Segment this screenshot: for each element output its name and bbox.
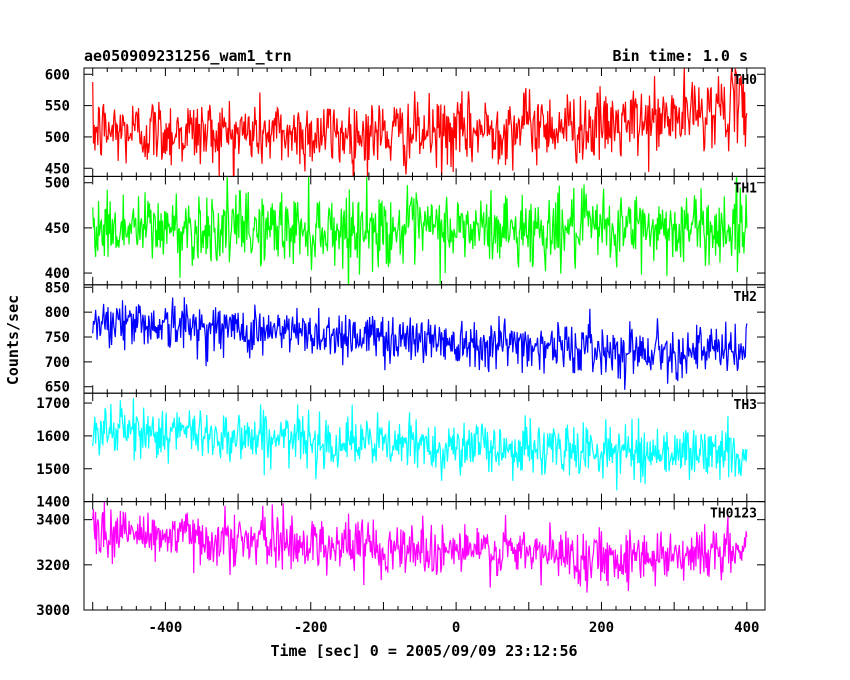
y-tick-label: 1400 (36, 495, 70, 511)
panel-th0: 450 500 550 600 TH0 (45, 67, 766, 177)
series-line-th0 (92, 68, 748, 177)
y-tick-label: 3000 (36, 603, 70, 619)
series-line-th0123 (92, 501, 748, 593)
y-tick-label: 450 (45, 161, 70, 177)
series-line-th2 (92, 297, 748, 390)
y-tick-label: 600 (45, 67, 70, 83)
y-tick-label: 3200 (36, 558, 70, 574)
panel-label-th1: TH1 (734, 181, 758, 196)
panel-th2: 650 700 750 800 850 TH2 (45, 280, 766, 396)
bin-time-label: Bin time: 1.0 s (613, 47, 748, 65)
y-tick-label: 500 (45, 176, 70, 192)
y-tick-label: 750 (45, 330, 70, 346)
y-tick-label: 650 (45, 380, 70, 396)
x-axis-label: Time [sec] 0 = 2005/09/09 23:12:56 (270, 642, 577, 660)
panel-label-th0: TH0 (734, 73, 758, 88)
panel-label-th0123: TH0123 (710, 507, 757, 522)
panel-th1: 400 450 500 TH1 (45, 176, 766, 286)
panel-th3: 1400 1500 1600 1700 TH3 (36, 392, 766, 511)
y-tick-label: 850 (45, 280, 70, 296)
x-tick-label: -400 (149, 620, 183, 636)
y-tick-label: 1500 (36, 462, 70, 478)
x-tick-label: 200 (589, 620, 614, 636)
x-tick-label: 400 (734, 620, 759, 636)
figure-title: ae050909231256_wam1_trn (84, 47, 292, 65)
panel-label-th3: TH3 (734, 398, 757, 413)
y-tick-label: 1600 (36, 429, 70, 445)
y-axis-label: Counts/sec (4, 295, 22, 385)
y-tick-label: 500 (45, 130, 70, 146)
y-tick-label: 550 (45, 99, 70, 115)
panel-label-th2: TH2 (734, 290, 757, 305)
y-tick-label: 700 (45, 355, 70, 371)
x-tick-label: -200 (294, 620, 328, 636)
y-tick-label: 800 (45, 305, 70, 321)
series-line-th1 (92, 176, 748, 285)
y-tick-label: 1700 (36, 396, 70, 412)
panel-th0123: 3000 3200 3400 TH0123 (36, 501, 766, 619)
y-tick-label: 400 (45, 266, 70, 282)
y-tick-label: 450 (45, 221, 70, 237)
x-tick-label: 0 (452, 620, 460, 636)
y-tick-label: 3400 (36, 513, 70, 529)
panel-frame (83, 501, 766, 611)
x-tick-labels: -400 -200 0 200 400 (149, 620, 760, 636)
series-line-th3 (92, 398, 748, 491)
